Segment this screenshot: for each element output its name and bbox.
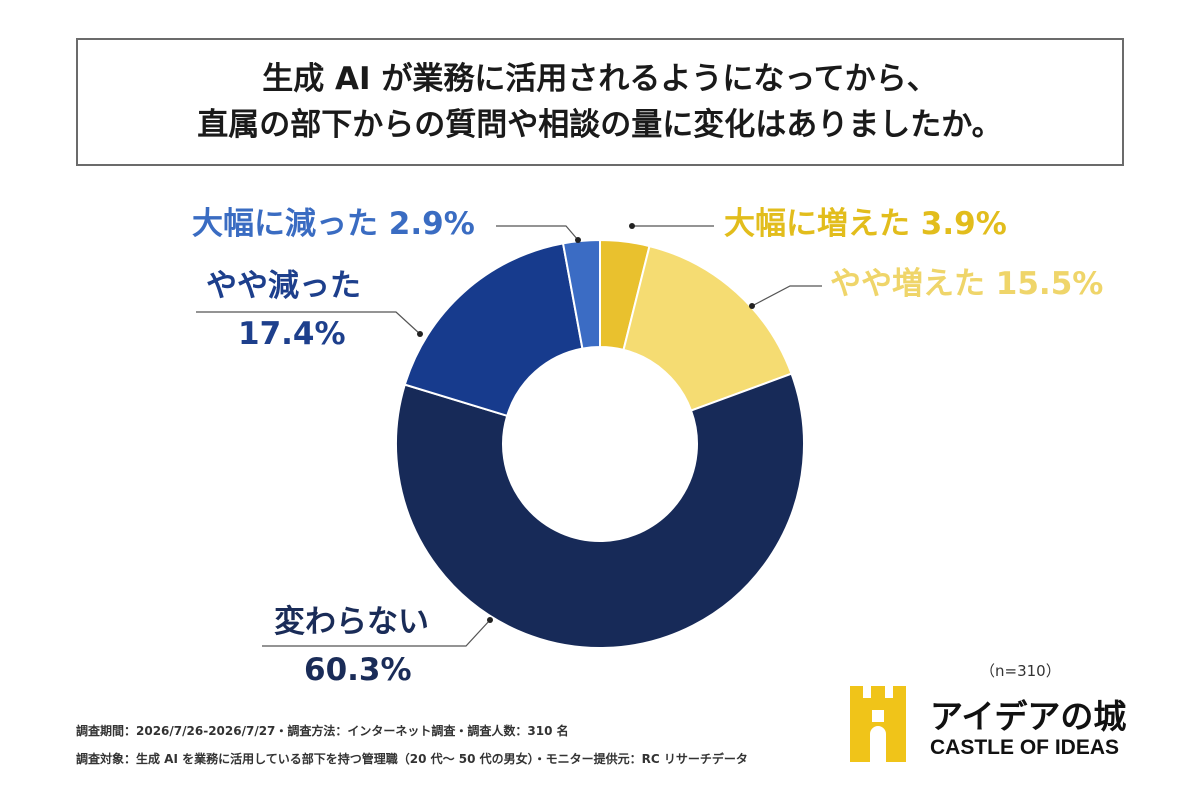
castle-logo-icon (850, 686, 906, 762)
slice-greatly-decreased (561, 238, 601, 350)
label-unchanged-name: 変わらない (274, 604, 429, 640)
leader-greatly-decreased-dot (575, 237, 581, 243)
leader-greatly-decreased (496, 225, 579, 241)
leader-unchanged-dot (487, 617, 493, 623)
label-slightly-decreased-value: 17.4% (238, 316, 346, 352)
leader-slightly-decreased (196, 311, 421, 335)
slice-unchanged (395, 372, 805, 649)
leader-greatly-increased-dot (629, 223, 635, 229)
chart-title-line2: 直属の部下からの質問や相談の量に変化はありましたか。 (197, 107, 1003, 143)
label-greatly-decreased: 大幅に減った 2.9% (192, 206, 475, 242)
title-box: 生成 AI が業務に活用されるようになってから、 直属の部下からの質問や相談の量… (76, 38, 1124, 166)
slice-slightly-increased (622, 244, 793, 412)
label-slightly-increased: やや増えた 15.5% (830, 266, 1104, 302)
label-unchanged-value: 60.3% (304, 652, 412, 688)
footnote-survey-period: 調査期間：2026/7/26-2026/7/27・調査方法：インターネット調査・… (76, 724, 569, 738)
logo-text-jp: アイデアの城 (930, 697, 1127, 736)
sample-size-label: （n=310） (980, 662, 1061, 680)
leader-unchanged (262, 619, 491, 647)
logo-text-en: CASTLE OF IDEAS (930, 736, 1120, 759)
leader-slightly-increased-dot (749, 303, 755, 309)
leader-slightly-increased (751, 285, 822, 307)
footnote-survey-target: 調査対象：生成 AI を業務に活用している部下を持つ管理職（20 代〜 50 代… (76, 752, 748, 766)
leader-slightly-decreased-dot (417, 331, 423, 337)
label-slightly-decreased-name: やや減った (206, 268, 361, 304)
chart-title-line1: 生成 AI が業務に活用されるようになってから、 (262, 61, 938, 97)
slice-slightly-decreased (403, 242, 584, 418)
label-greatly-increased: 大幅に増えた 3.9% (724, 206, 1007, 242)
